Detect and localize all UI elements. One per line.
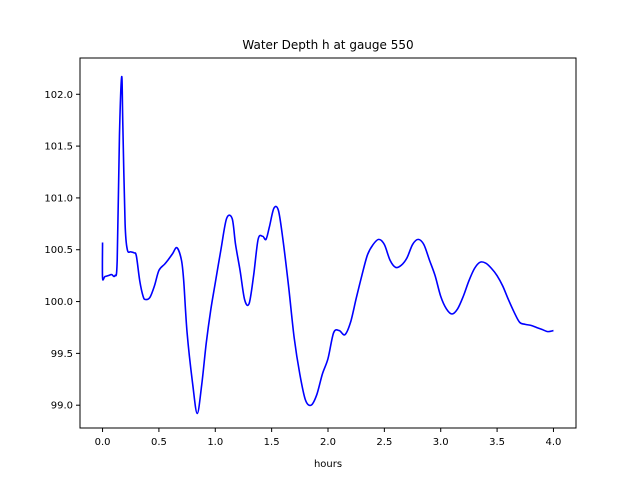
series-line: [101, 75, 554, 415]
x-tick-label: 3.5: [489, 437, 505, 448]
x-tick-label: 0.5: [151, 437, 167, 448]
y-tick-label: 100.0: [44, 297, 73, 308]
y-tick-label: 101.5: [44, 142, 73, 153]
x-tick-label: 4.0: [546, 437, 562, 448]
y-tick-label: 100.5: [44, 245, 73, 256]
x-tick-label: 3.0: [433, 437, 449, 448]
x-tick-label: 2.0: [320, 437, 336, 448]
x-tick-label: 2.5: [376, 437, 392, 448]
y-tick-label: 101.0: [44, 193, 73, 204]
x-tick-label: 0.0: [95, 437, 111, 448]
x-axis-label: hours: [314, 459, 342, 470]
y-tick-label: 102.0: [44, 90, 73, 101]
chart-title: Water Depth h at gauge 550: [242, 38, 413, 52]
y-axis-ticks: 99.0 99.5 100.0 100.5 101.0 101.5 102.0: [44, 90, 80, 412]
plot-frame: [79, 57, 577, 429]
x-axis-ticks: 0.0 0.5 1.0 1.5 2.0 2.5 3.0 3.5 4.0: [95, 428, 562, 448]
y-tick-label: 99.5: [51, 349, 73, 360]
x-tick-label: 1.5: [264, 437, 280, 448]
x-tick-label: 1.0: [207, 437, 223, 448]
y-tick-label: 99.0: [51, 401, 73, 412]
